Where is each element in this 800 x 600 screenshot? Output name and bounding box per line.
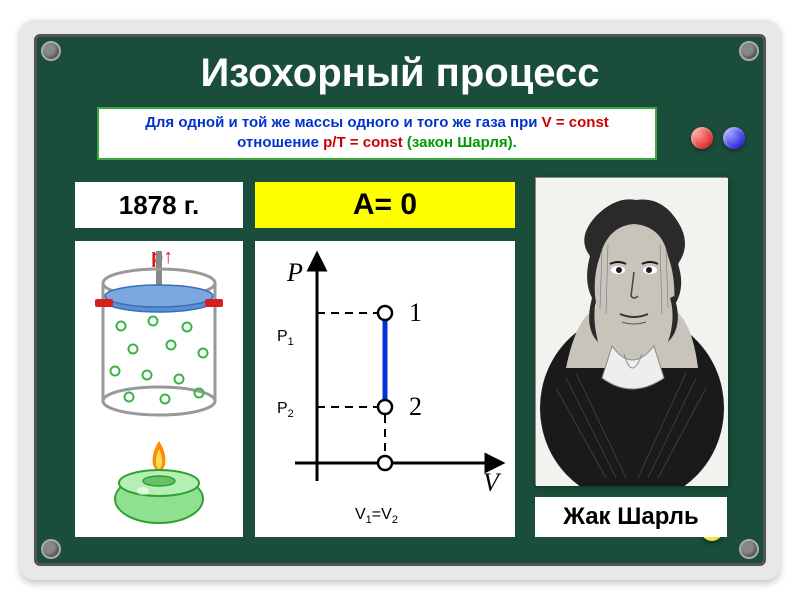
v1-eq-v2-label: V1=V2 [355,506,398,526]
slide: Изохорный процесс Для одной и той же мас… [0,0,800,600]
experiment-diagram: p↑ [75,241,243,537]
law-line2-suffix: (закон Шарля). [403,134,517,151]
magnet-blue-icon [723,127,745,149]
chalkboard-frame: Изохорный процесс Для одной и той же мас… [20,20,780,580]
point-1-marker [378,306,392,320]
p2-label: P2 [277,400,294,420]
pv-graph-svg: P V P1 P2 1 2 [255,241,515,537]
container-bottom [103,387,215,415]
law-line1-var: V = const [542,114,609,131]
experiment-svg: p↑ [75,241,243,537]
piston-stop-left [95,299,113,307]
v-axis-label: V [483,468,502,497]
point-1-label: 1 [409,298,422,327]
p1-label: P1 [277,328,294,348]
law-line1-text: Для одной и той же массы одного и того ж… [145,114,541,131]
law-statement-panel: Для одной и той же массы одного и того ж… [97,107,657,160]
corner-fastener-bottom-left [41,539,61,559]
magnet-red-icon [691,127,713,149]
pressure-label: p↑ [151,246,173,268]
chalkboard-surface: Изохорный процесс Для одной и той же мас… [34,34,766,566]
formula-panel: A= 0 [255,182,515,228]
point-origin-marker [378,456,392,470]
portrait-svg [536,178,728,486]
law-line2-var: p/T = const [323,134,403,151]
piston-stop-right [205,299,223,307]
piston-disc-top [105,285,213,307]
year-panel: 1878 г. [75,182,243,228]
corner-fastener-bottom-right [739,539,759,559]
law-line2-prefix: отношение [237,134,323,151]
point-2-label: 2 [409,392,422,421]
pv-graph: P V P1 P2 1 2 [255,241,515,537]
p-axis-label: P [286,258,303,287]
scientist-portrait [535,177,727,485]
point-2-marker [378,400,392,414]
page-title: Изохорный процесс [37,51,763,96]
burner-icon [115,441,203,523]
scientist-name-panel: Жак Шарль [535,497,727,537]
